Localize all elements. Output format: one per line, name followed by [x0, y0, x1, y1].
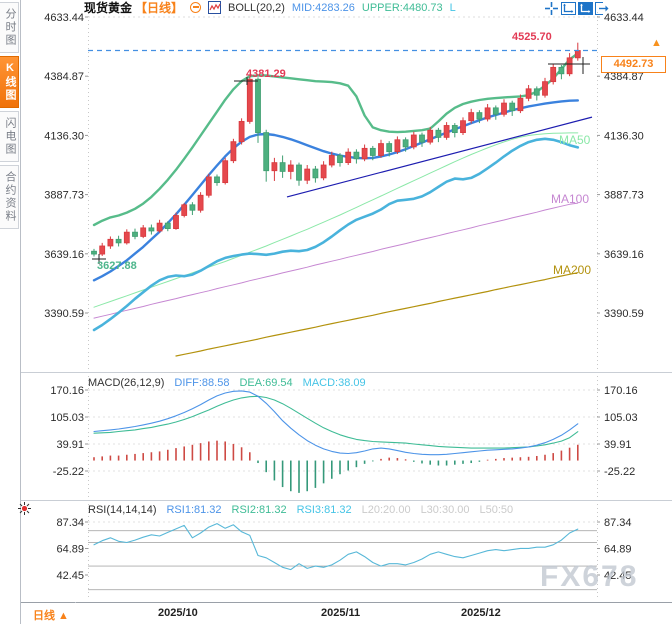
- svg-text:-25.22: -25.22: [604, 466, 635, 478]
- rsi-header: RSI(14,14,14) RSI1:81.32 RSI2:81.32 RSI3…: [88, 504, 513, 516]
- svg-text:-25.22: -25.22: [53, 466, 84, 478]
- boll-lower-value: L: [449, 1, 456, 14]
- svg-text:3390.59: 3390.59: [604, 308, 644, 320]
- boll-indicator-label: BOLL(20,2): [228, 1, 285, 14]
- svg-text:4136.30: 4136.30: [604, 130, 644, 142]
- boll-upper-value: UPPER:4480.73: [361, 1, 443, 14]
- symbol-title: 现货黄金: [84, 1, 133, 15]
- main-price-panel: 4633.44 4633.44 4384.87 4384.87 4136.30 4136.…: [44, 12, 644, 357]
- svg-text:42.45: 42.45: [56, 570, 84, 582]
- svg-text:170.16: 170.16: [50, 385, 84, 397]
- macd-name: MACD(26,12,9): [88, 377, 165, 389]
- svg-text:3639.16: 3639.16: [44, 249, 84, 261]
- watermark: FX678: [540, 560, 639, 593]
- svg-text:42.45: 42.45: [604, 570, 632, 582]
- period-selector[interactable]: 日线 ▲: [33, 610, 69, 622]
- svg-text:39.91: 39.91: [604, 439, 632, 451]
- svg-text:4633.44: 4633.44: [604, 12, 644, 24]
- svg-text:105.03: 105.03: [50, 412, 84, 424]
- rsi-panel: 87.34 87.34 64.89 64.89 42.45 42.45: [56, 517, 632, 591]
- time-axis-bar: 日线 ▲ 2025/10 2025/11 2025/12: [0, 603, 672, 624]
- svg-text:64.89: 64.89: [604, 544, 632, 556]
- axes-zoom-icon[interactable]: [561, 2, 576, 15]
- boll-mid-value: MID:4283.26: [291, 1, 355, 14]
- rsi1-value: RSI1:81.32: [166, 504, 222, 516]
- svg-text:3390.59: 3390.59: [44, 308, 84, 320]
- last-price-tag: 4492.73: [601, 56, 666, 73]
- svg-text:64.89: 64.89: [56, 544, 84, 556]
- macd-diff-value: DIFF:88.58: [174, 377, 230, 389]
- svg-text:3639.16: 3639.16: [604, 249, 644, 261]
- sidebar-item-kline[interactable]: K线图: [0, 56, 19, 108]
- svg-text:4384.87: 4384.87: [44, 71, 84, 83]
- sidebar: 分时图 K线图 闪电图 合约资料: [0, 0, 21, 624]
- ma200-label: MA200: [553, 263, 592, 277]
- candles-group: [91, 42, 581, 257]
- up-arrow-marker: ▲: [651, 37, 662, 49]
- macd-dea-value: DEA:69.54: [239, 377, 293, 389]
- svg-text:39.91: 39.91: [56, 439, 84, 451]
- axes-pan-icon[interactable]: [578, 2, 593, 15]
- svg-text:4136.30: 4136.30: [44, 130, 84, 142]
- chart-header: 现货黄金 【日线】 BOLL(20,2) MID:4283.26 UPPER:4…: [84, 1, 456, 15]
- rsi-l20-value: L20:20.00: [361, 504, 411, 516]
- sidebar-item-lightning[interactable]: 闪电图: [0, 111, 19, 162]
- macd-macd-value: MACD:38.09: [302, 377, 366, 389]
- svg-text:105.03: 105.03: [604, 412, 638, 424]
- rsi2-value: RSI2:81.32: [231, 504, 287, 516]
- x-axis-label-dec: 2025/12: [461, 607, 501, 619]
- svg-text:170.16: 170.16: [604, 385, 638, 397]
- svg-text:3887.73: 3887.73: [604, 190, 644, 202]
- exit-chart-icon[interactable]: [595, 2, 610, 15]
- sidebar-item-contract-info[interactable]: 合约资料: [0, 165, 19, 229]
- x-axis-label-nov: 2025/11: [321, 607, 361, 619]
- ma100-label: MA100: [551, 192, 590, 206]
- peak-price-label: 4381.29: [246, 68, 286, 80]
- rsi-name: RSI(14,14,14): [88, 504, 157, 516]
- svg-text:4384.87: 4384.87: [604, 71, 644, 83]
- svg-text:4633.44: 4633.44: [44, 12, 84, 24]
- minus-circle-icon[interactable]: [190, 2, 202, 13]
- high-price-label: 4525.70: [512, 31, 552, 43]
- ma50-label: MA50: [559, 133, 591, 147]
- chart-toolbar: [544, 2, 610, 15]
- svg-text:87.34: 87.34: [604, 517, 632, 529]
- svg-text:3887.73: 3887.73: [44, 190, 84, 202]
- sidebar-item-timeshare[interactable]: 分时图: [0, 2, 19, 53]
- period-label: 【日线】: [135, 1, 184, 15]
- mini-kline-icon[interactable]: [208, 1, 222, 14]
- alert-settings-icon[interactable]: [18, 502, 31, 515]
- x-axis-label-oct: 2025/10: [158, 607, 198, 619]
- rsi3-value: RSI3:81.32: [296, 504, 352, 516]
- rsi-l30-value: L30:30.00: [420, 504, 470, 516]
- svg-text:87.34: 87.34: [56, 517, 84, 529]
- measure-marks: [92, 57, 590, 264]
- rsi-l50-value: L50:50: [479, 504, 514, 516]
- crosshair-icon[interactable]: [544, 2, 559, 15]
- macd-panel: 170.16 170.16 105.03 105.03 39.91 39.91 -25.22…: [50, 385, 638, 493]
- macd-header: MACD(26,12,9) DIFF:88.58 DEA:69.54 MACD:…: [88, 377, 366, 389]
- low-price-label: 3627.88: [97, 260, 137, 272]
